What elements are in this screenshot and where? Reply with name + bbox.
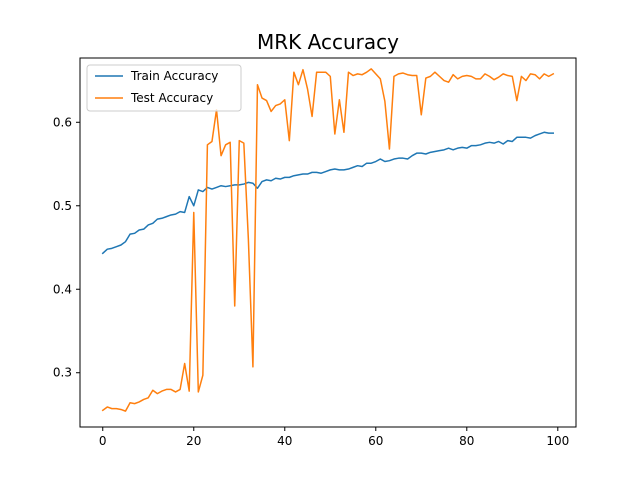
y-tick-label: 0.5: [53, 199, 72, 213]
x-tick-label: 0: [99, 434, 107, 448]
series-line-test-accuracy: [101, 68, 555, 412]
y-tick-label: 0.3: [53, 366, 72, 380]
legend-label: Test Accuracy: [130, 91, 213, 105]
y-tick-label: 0.4: [53, 282, 72, 296]
legend: Train Accuracy Test Accuracy: [86, 64, 242, 112]
series-line-train-accuracy: [101, 131, 554, 255]
x-tick-label: 60: [368, 434, 383, 448]
x-tick-label: 100: [546, 434, 569, 448]
x-tick-label: 20: [186, 434, 201, 448]
plot-frame: [79, 57, 577, 428]
y-tick-label: 0.6: [53, 115, 72, 129]
chart-title: MRK Accuracy: [257, 30, 399, 54]
legend-label: Train Accuracy: [130, 69, 218, 83]
x-tick-label: 40: [277, 434, 292, 448]
series-layer: [101, 68, 555, 412]
legend-box: [86, 64, 242, 112]
x-tick-label: 80: [459, 434, 474, 448]
axes-layer: 0 20 40 60 80 100 0.3 0.4 0.5 0.6: [53, 57, 577, 448]
